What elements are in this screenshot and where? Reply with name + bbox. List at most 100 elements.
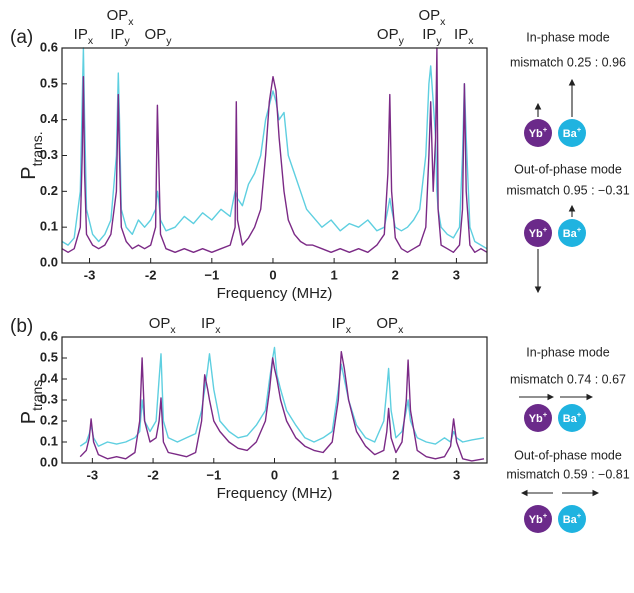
ion-charge: + <box>577 511 582 520</box>
ion-charge: + <box>543 511 548 520</box>
label-sub: y <box>125 35 131 47</box>
y-tick-label: 0.5 <box>40 75 58 90</box>
label-main: OP <box>145 26 167 43</box>
peak-annotation: OPy <box>377 26 405 47</box>
peak-annotation: IPx <box>201 315 221 336</box>
ion-name: Yb <box>529 413 543 425</box>
peak-annotation: IPy <box>110 26 130 47</box>
y-tick-label: 0.3 <box>40 391 58 406</box>
ion-label: Yb+ <box>529 225 548 240</box>
label: Ptrans. <box>18 376 44 424</box>
label-sub: y <box>399 35 405 47</box>
mode-title: In-phase mode <box>526 30 609 44</box>
y-tick-label: 0.6 <box>40 328 58 343</box>
peak-annotation: IPy <box>422 26 442 47</box>
label-main: IP <box>332 315 346 332</box>
peak-annotation: OPy <box>145 26 173 47</box>
x-tick-label: 2 <box>392 267 399 282</box>
y-tick-label: 0.1 <box>40 219 58 234</box>
y-tick-label: 0.6 <box>40 39 58 54</box>
label-sub: y <box>436 35 442 47</box>
label-main: IP <box>454 26 468 43</box>
ion <box>524 219 552 247</box>
x-tick-label: 2 <box>392 467 399 482</box>
ion-label: Yb+ <box>529 410 548 425</box>
label-sub: y <box>166 35 172 47</box>
ion-name: Ba <box>563 413 578 425</box>
peak-annotation: OPx <box>376 315 404 336</box>
ion <box>558 505 586 533</box>
ion-charge: + <box>577 125 582 134</box>
trace <box>79 346 485 447</box>
label-main: OP <box>149 315 171 332</box>
y-tick-label: 0.4 <box>40 370 59 385</box>
ion <box>524 404 552 432</box>
ion <box>558 404 586 432</box>
peak-annotation: OPx <box>418 7 446 28</box>
ion <box>524 119 552 147</box>
label-sub: x <box>170 324 176 336</box>
y-tick-label: 0.4 <box>40 111 59 126</box>
ion-charge: + <box>577 225 582 234</box>
ion <box>558 119 586 147</box>
label-sub: x <box>440 16 446 28</box>
ion-label: Yb+ <box>529 511 548 526</box>
x-tick-label: -3 <box>87 467 99 482</box>
y-tick-label: 0.2 <box>40 183 58 198</box>
ion-name: Ba <box>563 128 578 140</box>
y-tick-label: 0.0 <box>40 254 58 269</box>
arrows <box>519 78 600 497</box>
ion-name: Yb <box>529 514 543 526</box>
y-tick-label: 0.2 <box>40 412 58 427</box>
mode-mismatch: mismatch 0.95 : −0.31 <box>506 183 629 197</box>
ion-label: Ba+ <box>563 511 582 526</box>
panel-label: (a) <box>10 27 33 48</box>
ion-label: Ba+ <box>563 410 582 425</box>
trace <box>79 351 485 462</box>
label-main: OP <box>376 315 398 332</box>
peak-annotation: OPx <box>107 7 135 28</box>
x-tick-label: -2 <box>145 267 157 282</box>
label-main: OP <box>377 26 399 43</box>
peak-annotation: IPx <box>332 315 352 336</box>
ion-charge: + <box>577 410 582 419</box>
x-tick-label: 0 <box>269 267 276 282</box>
x-tick-label: −1 <box>204 267 219 282</box>
label-main: P <box>18 166 40 179</box>
label-main: IP <box>201 315 215 332</box>
peak-annotation: IPx <box>454 26 474 47</box>
ion-name: Yb <box>529 128 543 140</box>
x-tick-label: -3 <box>84 267 96 282</box>
ion-charge: + <box>543 410 548 419</box>
x-tick-label: 3 <box>453 267 460 282</box>
label-sub: trans. <box>29 376 45 411</box>
trace <box>61 47 488 253</box>
mode-title: Out-of-phase mode <box>514 448 622 462</box>
x-tick-label: 1 <box>332 467 339 482</box>
ion-label: Ba+ <box>563 125 582 140</box>
panel-label: (b) <box>10 316 33 337</box>
label: Ptrans. <box>18 131 44 179</box>
label-main: IP <box>110 26 124 43</box>
label-sub: x <box>128 16 134 28</box>
peak-annotation: OPx <box>149 315 177 336</box>
y-tick-label: 0.3 <box>40 147 58 162</box>
ion-label: Yb+ <box>529 125 548 140</box>
mode-mismatch: mismatch 0.25 : 0.96 <box>510 55 626 69</box>
x-tick-label: 0 <box>271 467 278 482</box>
plot-frame <box>61 47 488 264</box>
mode-title: Out-of-phase mode <box>514 162 622 176</box>
label-sub: x <box>215 324 221 336</box>
ion <box>524 505 552 533</box>
x-tick-label: −1 <box>206 467 221 482</box>
trace <box>61 47 488 250</box>
ion <box>558 219 586 247</box>
mode-mismatch: mismatch 0.74 : 0.67 <box>510 372 626 386</box>
ion-charge: + <box>543 125 548 134</box>
mode-mismatch: mismatch 0.59 : −0.81 <box>506 467 629 481</box>
plot-frame <box>61 336 488 464</box>
ion-name: Yb <box>529 228 543 240</box>
label-main: OP <box>418 7 440 24</box>
mode-title: In-phase mode <box>526 345 609 359</box>
label-sub: trans. <box>29 131 45 166</box>
